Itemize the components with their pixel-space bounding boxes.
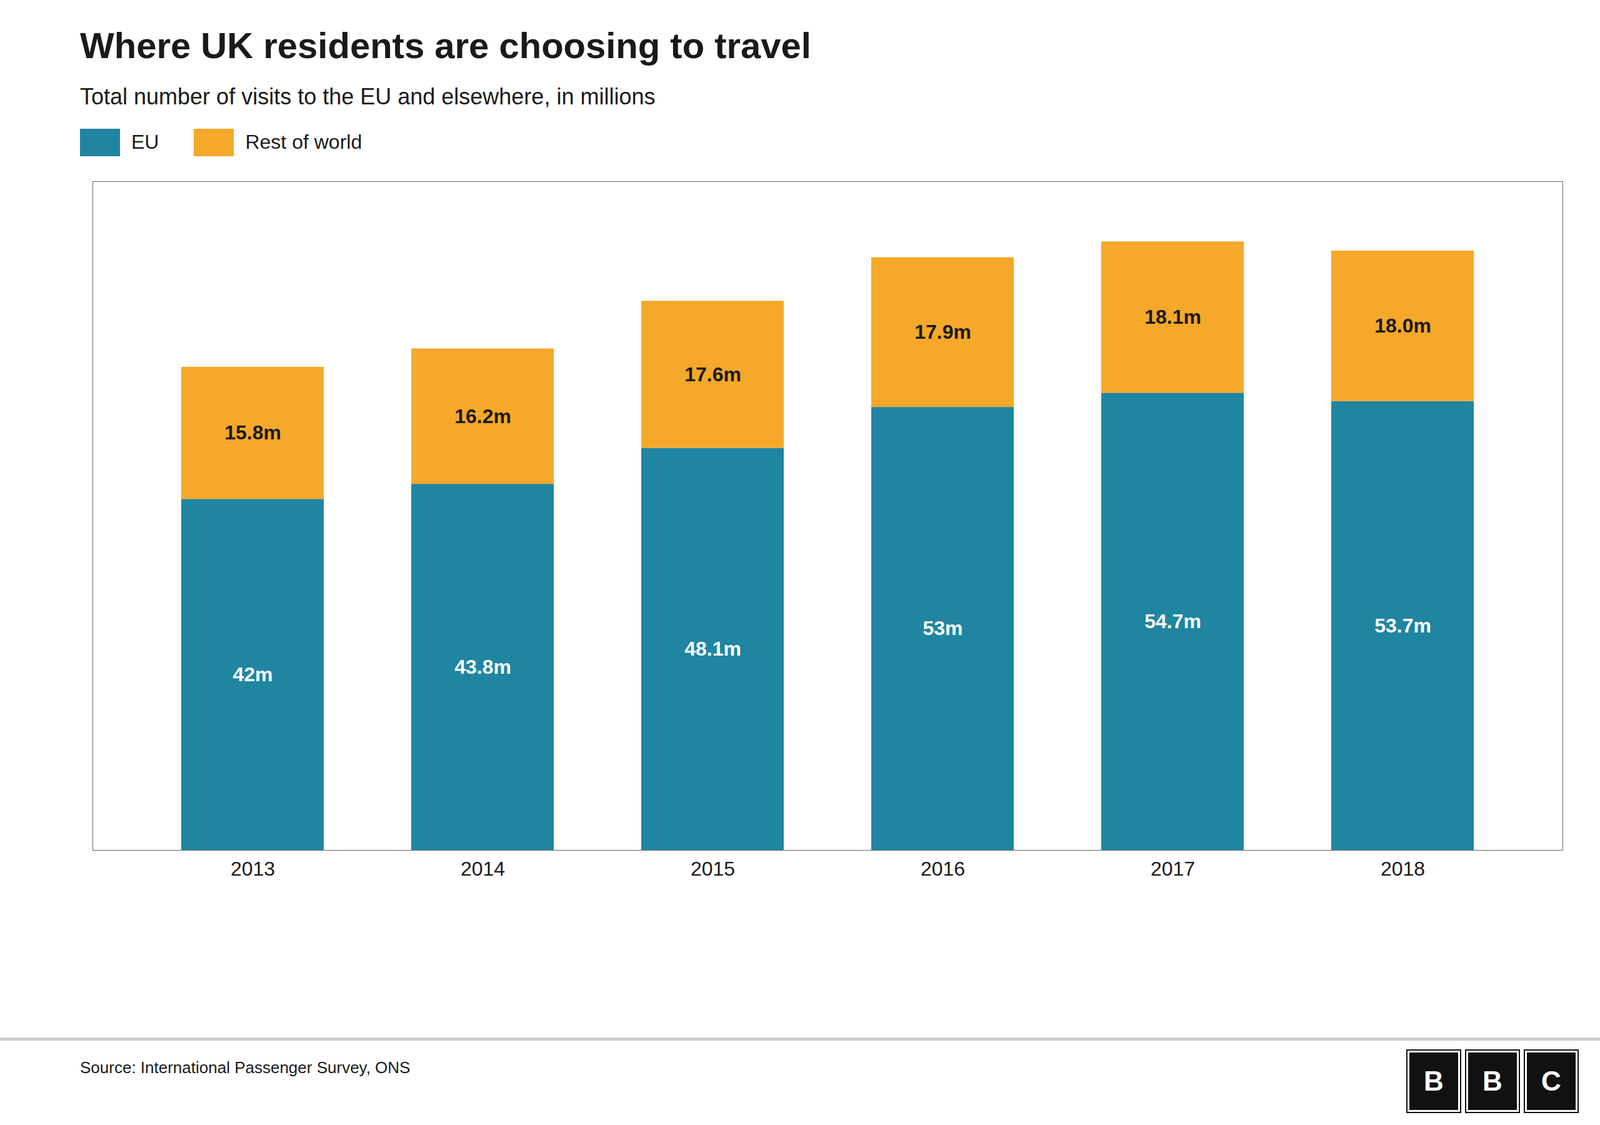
html-text:Source: International Passenge: Source: International Passenger Survey, … [80,1058,411,1077]
html-text:Rest of world: Rest of world [245,130,362,154]
svg-text:43.8m: 43.8m [454,655,512,679]
svg-text:17.9m: 17.9m [914,320,972,344]
svg-text:2014: 2014 [460,857,505,880]
svg-text:53.7m: 53.7m [1374,613,1432,637]
svg-text:15.8m: 15.8m [224,421,282,444]
svg-text:17.6m: 17.6m [684,363,742,386]
svg-text:2015: 2015 [690,857,735,880]
html-text:Where UK residents are choosin: Where UK residents are choosing to trave… [80,25,812,66]
svg-text:2016: 2016 [920,857,965,880]
svg-text:48.1m: 48.1m [684,637,742,660]
html-text:B: B [1482,1065,1503,1097]
svg-text:18.0m: 18.0m [1374,314,1432,337]
html-text:C: C [1541,1065,1562,1097]
svg-text:16.2m: 16.2m [454,404,512,427]
svg-text:42m: 42m [232,663,273,686]
html-text:EU: EU [131,130,160,154]
html-text:B: B [1423,1065,1444,1097]
svg-text:2018: 2018 [1380,857,1425,880]
svg-text:53m: 53m [922,616,963,640]
svg-text:54.7m: 54.7m [1144,610,1202,633]
svg-text:2017: 2017 [1150,857,1195,880]
svg-text:2013: 2013 [230,857,275,880]
svg-text:18.1m: 18.1m [1144,305,1202,329]
html-text:Total number of visits to the: Total number of visits to the EU and els… [80,83,656,110]
